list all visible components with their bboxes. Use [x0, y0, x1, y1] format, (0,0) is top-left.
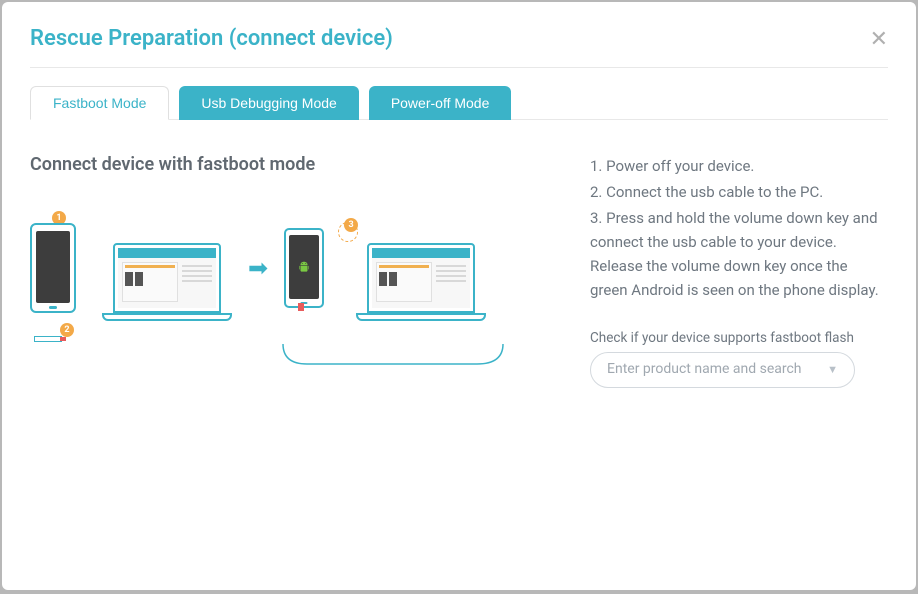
content-area: Connect device with fastboot mode 1 2: [30, 154, 888, 388]
android-robot-icon: [297, 259, 311, 275]
tab-bar: Fastboot Mode Usb Debugging Mode Power-o…: [30, 86, 888, 120]
divider: [30, 67, 888, 68]
product-search-select[interactable]: Enter product name and search ▼: [590, 352, 855, 388]
tab-usb-debugging-mode[interactable]: Usb Debugging Mode: [179, 86, 358, 120]
volume-key-indicator: [338, 222, 358, 242]
step-badge-2: 2: [60, 323, 74, 337]
right-column: 1. Power off your device. 2. Connect the…: [590, 154, 888, 388]
instruction-step-2: 2. Connect the usb cable to the PC.: [590, 180, 888, 204]
phone-android-icon: [284, 228, 324, 308]
modal-dialog: Rescue Preparation (connect device) ✕ Fa…: [2, 2, 916, 590]
laptop-connected-icon: [356, 243, 486, 321]
tab-power-off-mode[interactable]: Power-off Mode: [369, 86, 512, 120]
illustration: 1 2: [30, 215, 550, 321]
tab-fastboot-mode[interactable]: Fastboot Mode: [30, 86, 169, 120]
chevron-down-icon: ▼: [827, 361, 838, 379]
close-icon: ✕: [870, 26, 888, 51]
search-placeholder: Enter product name and search: [607, 358, 802, 380]
check-support-label: Check if your device supports fastboot f…: [590, 328, 888, 350]
modal-title: Rescue Preparation (connect device): [30, 26, 888, 51]
instruction-step-3: 3. Press and hold the volume down key an…: [590, 206, 888, 302]
arrow-right-icon: ➡: [248, 254, 268, 282]
left-column: Connect device with fastboot mode 1 2: [30, 154, 550, 388]
connecting-cable-icon: [277, 342, 517, 372]
close-button[interactable]: ✕: [870, 28, 888, 50]
section-subtitle: Connect device with fastboot mode: [30, 154, 550, 175]
laptop-icon: [102, 243, 232, 321]
instruction-step-1: 1. Power off your device.: [590, 154, 888, 178]
illustration-step-1: 1 2: [30, 223, 90, 313]
usb-cable-connected-icon: [298, 303, 304, 311]
illustration-step-3: 3: [284, 228, 340, 308]
usb-cable-icon: 2: [24, 333, 80, 347]
phone-off-icon: [30, 223, 76, 313]
